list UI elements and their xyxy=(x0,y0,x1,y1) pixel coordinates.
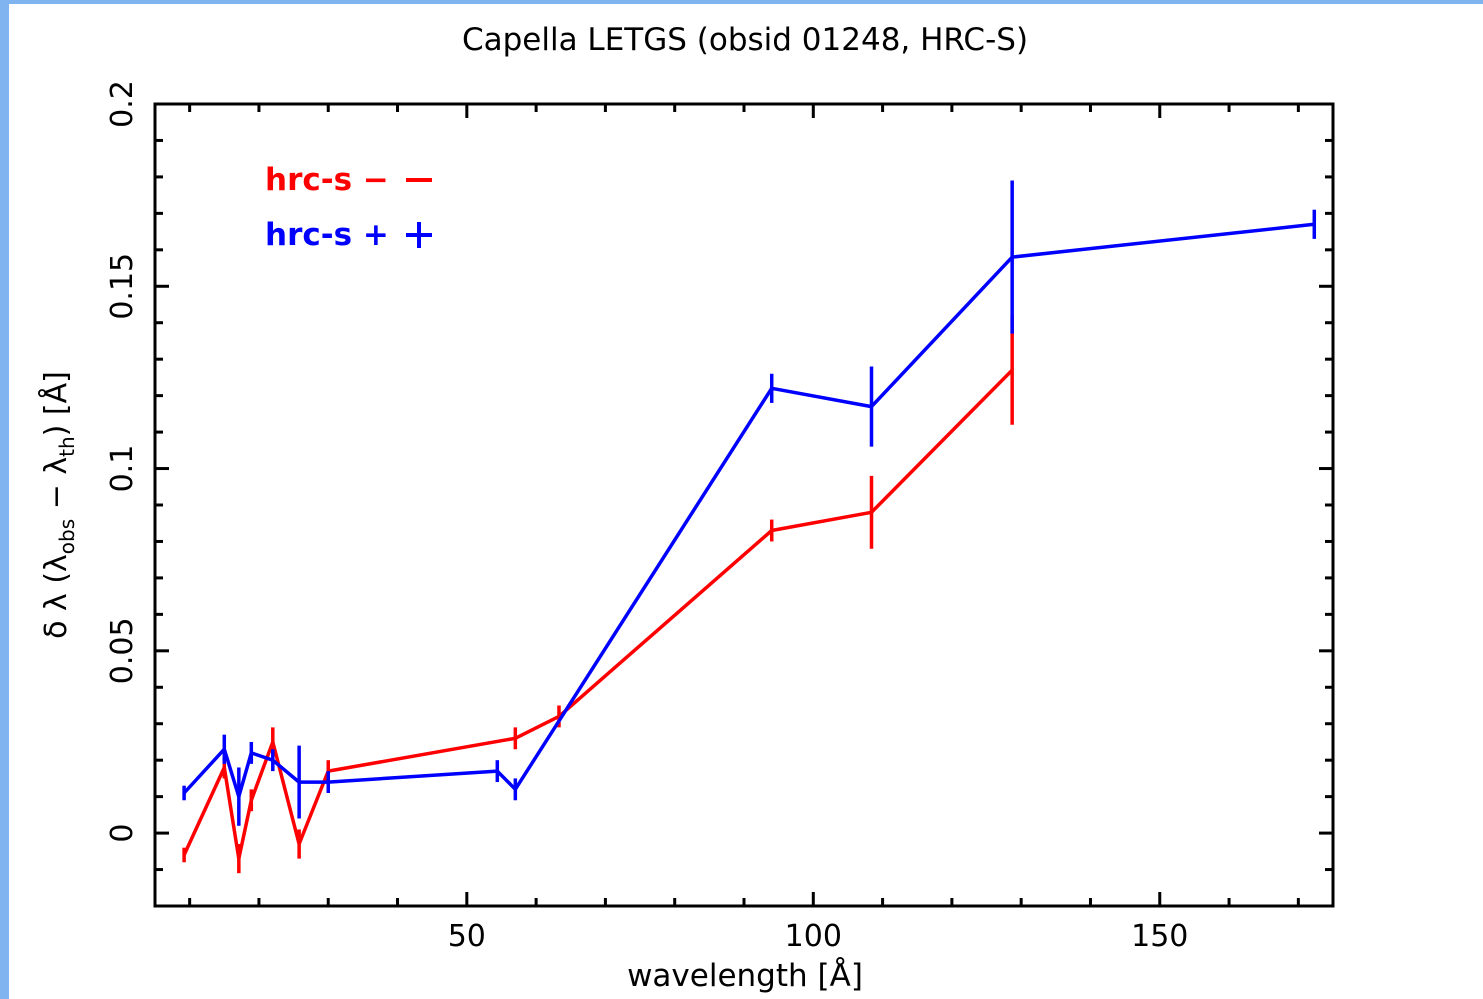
y-tick-label: 0.2 xyxy=(105,80,140,128)
y-tick-label: 0 xyxy=(105,824,140,843)
y-label-middle: − λ xyxy=(39,457,74,519)
legend-label-hrc-s-plus: hrc-s + xyxy=(265,217,389,253)
series-hrc-s-plus xyxy=(182,180,1317,826)
x-tick-label: 150 xyxy=(1131,919,1188,954)
y-tick-label: 0.15 xyxy=(105,253,140,320)
legend: hrc-s − hrc-s + xyxy=(265,162,432,253)
chart-title: Capella LETGS (obsid 01248, HRC-S) xyxy=(462,22,1028,58)
series-line xyxy=(182,222,1315,799)
axis-ticks xyxy=(155,102,1333,908)
y-tick-label: 0.1 xyxy=(105,445,140,493)
y-tick-label: 0.05 xyxy=(105,617,140,684)
y-label-sub-obs: obs xyxy=(55,519,79,554)
y-label-prefix: δ λ (λ xyxy=(39,554,74,639)
y-label-sub-th: th xyxy=(55,436,79,457)
y-tick-labels: 0 0.05 0.1 0.15 0.2 xyxy=(105,80,140,842)
x-tick-label: 50 xyxy=(448,919,486,954)
y-axis-label: δ λ (λobs − λth) [Å] xyxy=(38,371,79,639)
series-hrc-s-minus xyxy=(182,315,1014,874)
x-axis-label: wavelength [Å] xyxy=(627,958,863,994)
series-line xyxy=(182,368,1014,861)
x-tick-labels: 50 100 150 xyxy=(448,919,1189,954)
legend-label-hrc-s-minus: hrc-s − xyxy=(265,162,389,198)
series-layer xyxy=(182,180,1317,874)
y-label-suffix: ) [Å] xyxy=(38,371,74,436)
x-tick-label: 100 xyxy=(785,919,842,954)
